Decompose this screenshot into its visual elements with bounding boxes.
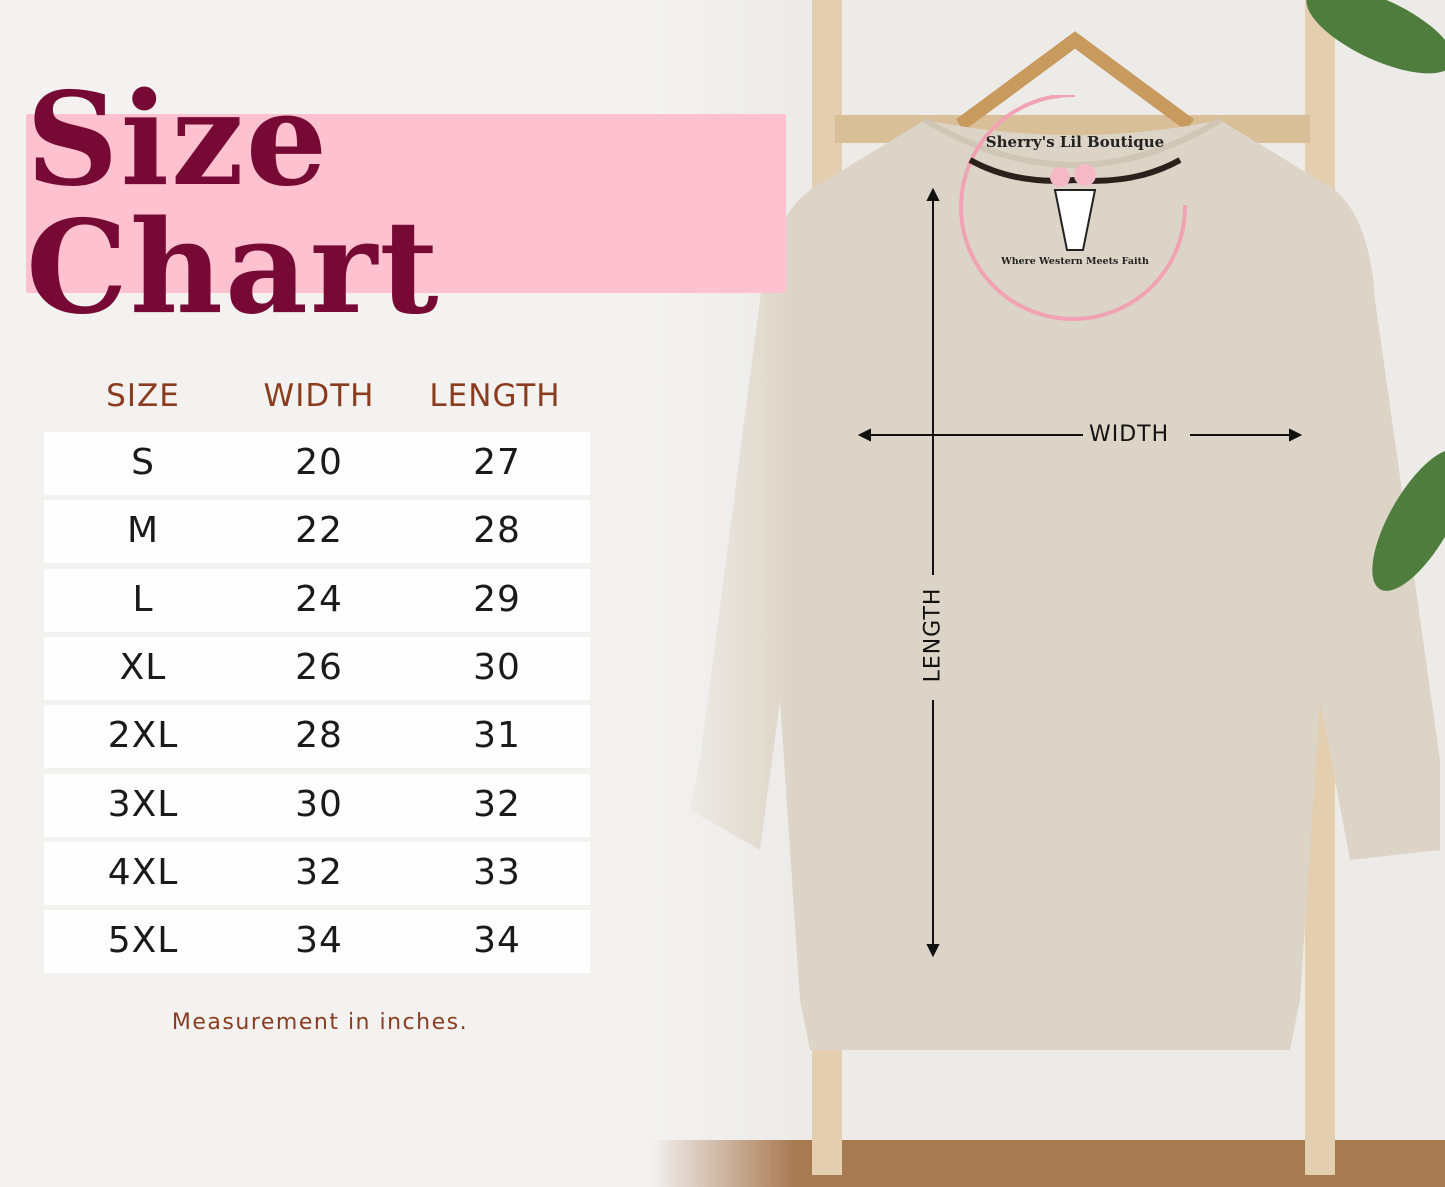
table-row: 5XL 34 34: [44, 910, 590, 974]
brand-logo: Sherry's Lil Boutique Where Western Meet…: [955, 95, 1205, 325]
cell-length: 32: [473, 783, 521, 825]
cell-width: 32: [295, 851, 343, 893]
cell-size: 2XL: [107, 715, 179, 757]
table-row: S 20 27: [44, 432, 590, 495]
cell-size: S: [131, 442, 155, 483]
cell-length: 28: [473, 510, 521, 552]
header-length: LENGTH: [429, 378, 561, 414]
cell-length: 31: [473, 715, 521, 757]
table-row: 3XL 30 32: [44, 773, 590, 837]
cell-length: 30: [473, 646, 521, 688]
cell-size: 3XL: [107, 783, 179, 825]
length-label: LENGTH: [920, 587, 946, 683]
page-title: Size Chart: [26, 64, 441, 343]
table-row: M 22 28: [44, 500, 590, 564]
cell-size: L: [132, 578, 154, 620]
cell-length: 29: [473, 578, 521, 620]
cell-width: 24: [295, 578, 343, 620]
cell-width: 34: [295, 920, 343, 962]
cell-width: 26: [295, 646, 343, 688]
cell-size: XL: [119, 646, 167, 688]
cell-size: M: [126, 510, 160, 552]
table-row: XL 26 30: [44, 636, 590, 700]
cell-width: 22: [295, 510, 343, 552]
cell-width: 30: [295, 783, 343, 825]
table-row: L 24 29: [44, 568, 590, 632]
header-width: WIDTH: [263, 378, 375, 414]
title-banner: Size Chart: [26, 76, 786, 332]
table-row: 4XL 32 33: [44, 841, 590, 905]
skull-icon: [1053, 189, 1097, 251]
cell-length: 27: [473, 442, 521, 483]
header-size: SIZE: [106, 378, 180, 414]
cell-width: 28: [295, 715, 343, 757]
cell-length: 34: [473, 920, 521, 962]
cell-length: 33: [473, 851, 521, 893]
cell-size: 4XL: [107, 851, 179, 893]
width-label: WIDTH: [1089, 422, 1170, 447]
footnote: Measurement in inches.: [171, 1010, 469, 1035]
cell-width: 20: [295, 442, 343, 483]
measurement-arrows: [857, 187, 1303, 958]
cell-size: 5XL: [107, 920, 179, 962]
table-row: 2XL 28 31: [44, 705, 590, 769]
